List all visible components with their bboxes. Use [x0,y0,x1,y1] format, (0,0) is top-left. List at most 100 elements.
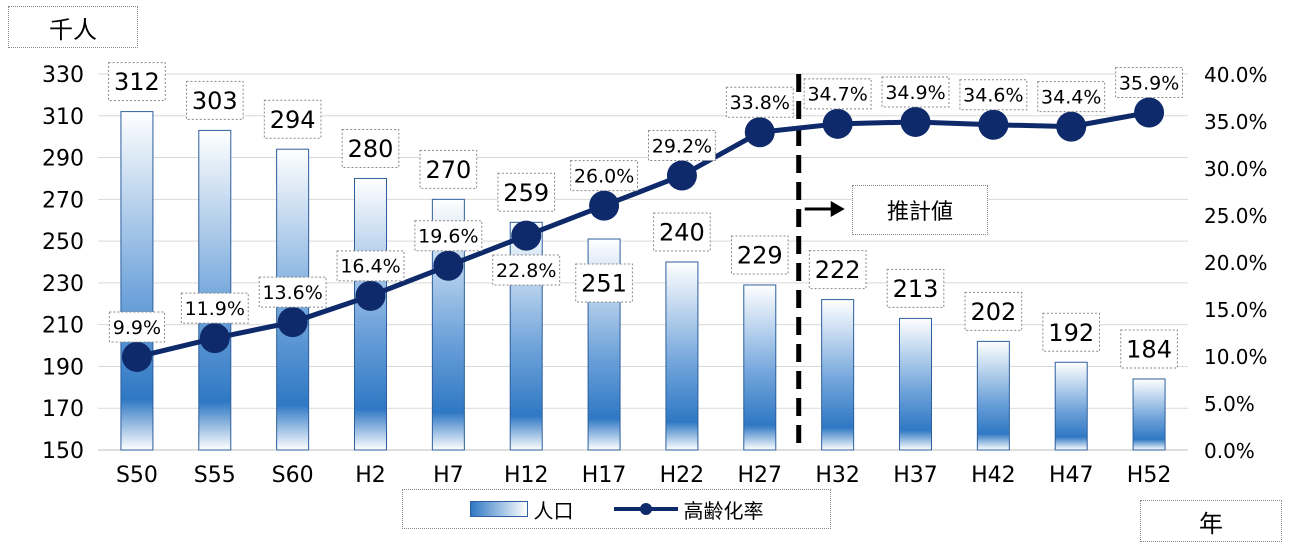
y-right-tick-label: 10.0% [1204,345,1268,369]
x-tick-label: S50 [116,463,158,488]
y-left-tick-label: 310 [42,105,84,130]
y-left-tick-label: 150 [42,439,84,464]
bar [120,111,154,451]
bar-data-label: 222 [815,256,861,284]
line-point [900,106,931,137]
line-point [744,117,775,148]
bar-data-label: 213 [893,275,939,303]
bar-data-label-box [419,149,478,189]
x-tick-label: H7 [433,463,464,488]
line-data-label: 16.4% [340,256,400,278]
bar [1132,378,1166,451]
bar [354,177,387,451]
y-right-tick-label: 20.0% [1204,251,1268,275]
line-point [1056,111,1087,142]
bar [1054,361,1088,451]
line-data-label: 26.0% [574,165,634,187]
bar-data-label-box [185,80,244,120]
line-series [121,97,1165,372]
y-axis-unit-label: 千人 [8,6,138,48]
line-point [511,220,542,251]
x-tick-label: H32 [815,463,860,488]
bar-data-label: 229 [737,242,783,270]
line-data-label: 22.8% [496,260,556,282]
line-data-label-box [881,76,950,108]
line-data-label-box [180,292,249,324]
y-left-tick-label: 170 [42,397,84,422]
bar [899,317,932,451]
y-right-tick-label: 30.0% [1204,157,1268,181]
line-data-label: 34.4% [1041,86,1101,108]
bar-data-label-box [964,291,1023,331]
x-tick-label: H47 [1049,463,1094,488]
bar-data-label: 303 [192,87,238,115]
x-tick-label: H52 [1127,463,1172,488]
bar-data-label-box [497,172,556,212]
line-data-label: 35.9% [1119,72,1179,94]
bar-data-label: 184 [1126,336,1172,364]
x-axis: S50 S55 S60 H2 H7 H12 H17 H22 H27 H32 H37 H42 H47 H52 [116,463,1171,488]
chart-area: 150 170 190 210 230 250 270 290 310 330 0.0% 5.0% 1… [42,62,1268,488]
line-data-label-box [1037,81,1106,113]
bar [976,340,1010,451]
bar [821,299,855,451]
line-point [433,250,464,281]
x-tick-label: H2 [355,463,386,488]
line-data-label-box [1115,67,1184,99]
bar-data-label: 240 [659,219,705,247]
line-point [978,109,1009,140]
line-point [1134,97,1165,128]
legend-label-aging-rate: 高齢化率 [683,498,764,523]
x-axis-unit-label: 年 [1140,500,1282,542]
bar [198,129,232,451]
x-tick-label: H27 [738,463,783,488]
y-right-tick-label: 15.0% [1204,298,1268,322]
line-data-label-box [725,86,794,118]
line-point [589,190,620,221]
bar-data-label: 259 [503,179,549,207]
bar-data-label-box [1042,312,1101,352]
y-right-tick-label: 40.0% [1204,63,1268,87]
line-data-label: 33.8% [730,92,790,114]
line-data-labels: 9.9% 11.9% 13.6% 16.4% 19.6% 22.8% 26.0% 29.2% 3… [108,67,1184,343]
x-tick-label: H12 [504,463,549,488]
line-point [277,307,308,338]
bar-data-label: 202 [970,298,1016,326]
y-right-tick-label: 35.0% [1204,110,1268,134]
legend-line-swatch [613,501,678,517]
line-data-label-box [108,311,165,343]
legend-item-aging-rate: 高齢化率 [613,495,764,524]
bar-data-label-box [1120,329,1178,369]
projection-label: 推計値 [852,185,988,235]
line-data-label: 34.9% [885,82,945,104]
y-axis-left: 150 170 190 210 230 250 270 290 310 330 [42,63,84,464]
x-tick-label: S55 [194,463,236,488]
x-tick-label: H42 [971,463,1016,488]
line-point [199,323,230,354]
x-tick-label: S60 [272,463,314,488]
y-left-tick-label: 190 [42,355,84,380]
legend: 人口 高齢化率 [402,489,831,529]
line-data-label: 19.6% [418,226,478,248]
line-data-label-box [803,78,872,110]
y-right-tick-label: 5.0% [1204,392,1255,416]
projection-divider [796,74,845,450]
y-left-tick-label: 290 [42,147,84,172]
bar-data-label-box [575,263,633,303]
bar-data-label-box [730,235,789,275]
bar-data-label: 294 [270,106,316,134]
bar-data-label-box [108,62,166,102]
line-data-label-box [258,276,327,308]
bar [665,261,699,451]
y-left-tick-label: 210 [42,314,84,339]
line-point [822,108,853,139]
legend-label-population: 人口 [533,498,574,523]
y-right-tick-label: 0.0% [1204,439,1255,463]
bar-data-label-box [886,268,945,308]
bar-data-label: 270 [425,156,471,184]
y-left-tick-label: 330 [42,63,84,88]
bar-data-label: 312 [114,68,160,96]
x-tick-label: H17 [582,463,627,488]
y-left-tick-label: 230 [42,272,84,297]
line-point [666,160,697,191]
